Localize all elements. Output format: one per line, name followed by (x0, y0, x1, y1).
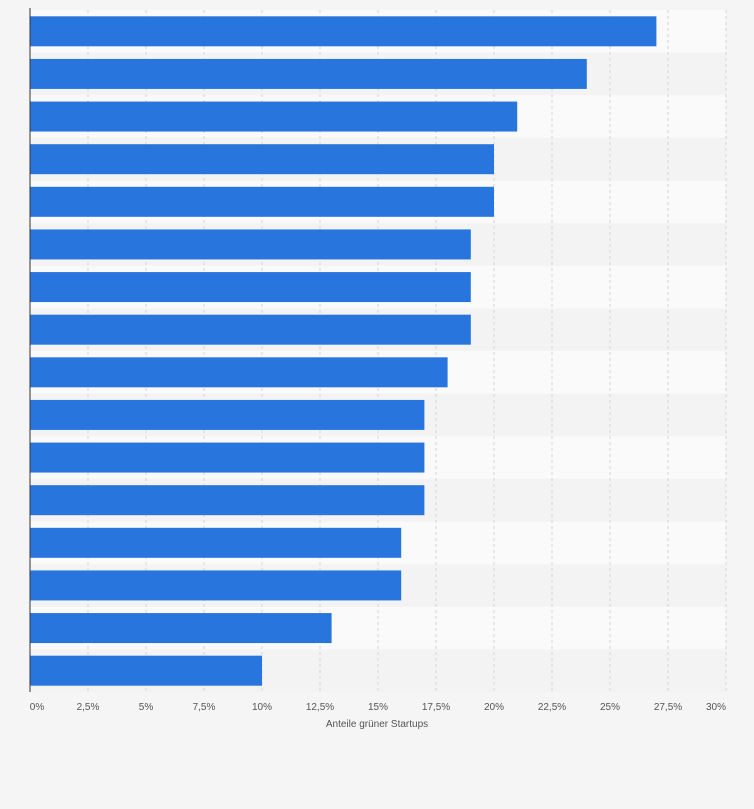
bar[interactable] (30, 229, 471, 260)
bar[interactable] (30, 58, 587, 89)
bar[interactable] (30, 357, 448, 388)
bars (30, 16, 657, 686)
x-tick-label: 5% (139, 702, 154, 713)
x-tick-label: 22,5% (538, 702, 566, 713)
bar[interactable] (30, 527, 402, 558)
bar[interactable] (30, 314, 471, 345)
bar[interactable] (30, 655, 262, 686)
x-tick-label: 17,5% (422, 702, 450, 713)
bar[interactable] (30, 613, 332, 644)
x-tick-label: 0% (30, 702, 45, 713)
x-axis-title: Anteile grüner Startups (326, 719, 428, 730)
bar[interactable] (30, 186, 494, 217)
bar[interactable] (30, 442, 425, 473)
x-tick-label: 20% (484, 702, 504, 713)
x-tick-label: 10% (252, 702, 272, 713)
bar[interactable] (30, 399, 425, 430)
x-tick-label: 2,5% (77, 702, 100, 713)
x-tick-label: 30% (706, 702, 726, 713)
x-tick-label: 7,5% (193, 702, 216, 713)
x-tick-label: 25% (600, 702, 620, 713)
bar[interactable] (30, 570, 402, 601)
x-tick-label: 12,5% (306, 702, 334, 713)
bar[interactable] (30, 485, 425, 516)
x-tick-labels: 0% 2,5% 5% 7,5% 10% 12,5% 15% 17,5% 20% 22,5% 25% 2… (30, 702, 726, 713)
bar[interactable] (30, 101, 518, 132)
x-tick-label: 15% (368, 702, 388, 713)
bar[interactable] (30, 144, 494, 175)
bar[interactable] (30, 16, 657, 47)
bar[interactable] (30, 272, 471, 303)
x-tick-label: 27,5% (654, 702, 682, 713)
